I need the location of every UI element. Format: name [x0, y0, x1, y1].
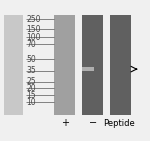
Text: +: +	[61, 118, 69, 128]
Text: 100: 100	[26, 33, 41, 42]
Text: 70: 70	[26, 40, 36, 49]
FancyBboxPatch shape	[54, 15, 75, 115]
Text: 50: 50	[26, 55, 36, 64]
Text: 250: 250	[26, 15, 41, 24]
FancyBboxPatch shape	[82, 15, 103, 115]
Text: 20: 20	[26, 84, 36, 93]
Text: 25: 25	[26, 77, 36, 86]
FancyBboxPatch shape	[82, 67, 94, 71]
Text: 150: 150	[26, 25, 41, 34]
Text: Peptide: Peptide	[103, 119, 135, 127]
Text: 35: 35	[26, 66, 36, 75]
Text: 10: 10	[26, 98, 36, 107]
FancyBboxPatch shape	[4, 15, 23, 115]
FancyBboxPatch shape	[110, 15, 131, 115]
Text: 15: 15	[26, 91, 36, 100]
Text: −: −	[89, 118, 97, 128]
